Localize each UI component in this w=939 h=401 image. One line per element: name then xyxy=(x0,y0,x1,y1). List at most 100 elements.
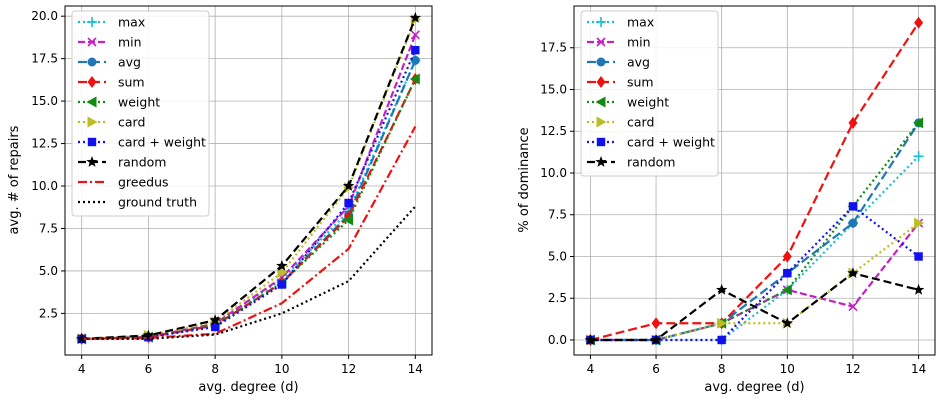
legend-entry-weight: weight xyxy=(78,95,160,110)
legend-label: max xyxy=(118,15,145,30)
data-point-card xyxy=(717,317,728,329)
series-line-ground-truth xyxy=(81,205,417,340)
legend-entry-random: random xyxy=(78,155,166,170)
legend-marker xyxy=(86,96,97,108)
legend-label: card + weight xyxy=(118,135,206,150)
legend-entry-ground-truth: ground truth xyxy=(78,195,197,210)
legend-marker xyxy=(87,17,97,27)
legend-marker xyxy=(87,37,97,47)
legend-entry-random: random xyxy=(587,155,675,170)
y-tick-label: 10.0 xyxy=(31,179,58,193)
data-point-card-weight xyxy=(717,335,726,345)
data-point-card-weight xyxy=(277,280,287,289)
legend-label: ground truth xyxy=(118,195,197,210)
legend-marker xyxy=(595,96,606,108)
legend-entry-max: max xyxy=(78,15,145,30)
data-point-random xyxy=(912,283,925,295)
legend-marker xyxy=(87,76,97,88)
legend-label: card xyxy=(118,115,145,130)
data-point-random xyxy=(142,329,155,341)
x-tick-label: 14 xyxy=(911,362,926,376)
series-random xyxy=(584,267,925,345)
legend-entry-sum: sum xyxy=(78,75,145,90)
data-point-sum xyxy=(782,250,792,263)
legend-label: card xyxy=(627,115,654,130)
data-point-card-weight xyxy=(411,45,420,55)
legend-label: min xyxy=(118,35,142,50)
legend-label: card + weight xyxy=(627,135,715,150)
chart-repairs: 4 6 8 10 12 14 2.5 5.0 7.5 10.0 12.5 15.0 17.5 20.0 av… xyxy=(7,5,433,395)
legend-marker xyxy=(87,57,97,67)
legend-entry-avg: avg xyxy=(78,55,141,70)
legend-marker xyxy=(87,116,98,128)
data-point-avg xyxy=(410,55,420,65)
legend-marker xyxy=(596,57,606,67)
legend-label: random xyxy=(118,155,166,170)
data-point-card-weight xyxy=(914,252,923,261)
series-card xyxy=(585,217,925,346)
legend-label: avg xyxy=(627,55,650,70)
ticks: 4 6 8 10 12 14 0.0 2.5 5.0 7.5 10.0 12.5 15.0 17.5 xyxy=(540,41,926,376)
data-point-max xyxy=(913,151,924,162)
y-tick-label: 2.5 xyxy=(39,306,58,320)
data-point-random xyxy=(209,314,221,326)
series-group xyxy=(584,16,925,346)
legend-entry-card-weight: card + weight xyxy=(587,135,715,150)
legend-entry-greedus: greedus xyxy=(78,175,169,190)
legend-marker xyxy=(87,137,97,147)
data-point-card xyxy=(914,217,925,229)
legend-entry-sum: sum xyxy=(587,75,654,90)
ticks: 4 6 8 10 12 14 2.5 5.0 7.5 10.0 12.5 15.0 17.5 20.0 xyxy=(31,9,423,376)
series-min xyxy=(585,218,924,345)
x-tick-label: 8 xyxy=(211,362,219,376)
legend-label: avg xyxy=(118,55,141,70)
data-point-random xyxy=(409,11,422,23)
legend-label: greedus xyxy=(118,175,169,190)
legend-entry-max: max xyxy=(587,15,654,30)
x-tick-label: 12 xyxy=(845,362,860,376)
legend-entry-min: min xyxy=(78,35,142,50)
legend-frame xyxy=(71,10,210,217)
data-point-min xyxy=(410,30,420,40)
y-tick-label: 10.0 xyxy=(540,166,567,180)
data-point-random xyxy=(847,267,859,279)
data-point-random xyxy=(781,317,794,329)
axes-frame xyxy=(573,5,936,356)
x-tick-label: 6 xyxy=(145,362,153,376)
y-tick-label: 15.0 xyxy=(540,82,567,96)
y-tick-label: 17.5 xyxy=(31,52,58,66)
x-tick-label: 4 xyxy=(78,362,86,376)
legend-entry-card: card xyxy=(78,115,145,130)
legend: max min avg sum weight card card + weight rando… xyxy=(71,10,210,217)
legend-marker xyxy=(595,156,607,167)
data-point-weight xyxy=(409,73,420,85)
data-point-weight xyxy=(343,214,354,226)
series-line-random xyxy=(81,17,417,340)
x-tick-label: 8 xyxy=(718,362,726,376)
y-tick-label: 17.5 xyxy=(540,41,567,55)
data-point-random xyxy=(650,333,662,345)
x-tick-label: 10 xyxy=(780,362,795,376)
legend-label: max xyxy=(627,15,654,30)
data-point-random xyxy=(584,333,597,345)
series-line-card-weight xyxy=(590,204,920,342)
x-tick-label: 6 xyxy=(652,362,660,376)
legend-frame xyxy=(580,10,719,177)
legend: max min avg sum weight card card + weight rando… xyxy=(580,10,719,177)
legend-entry-min: min xyxy=(587,35,651,50)
series-line-sum xyxy=(590,22,920,342)
data-point-random xyxy=(276,259,288,271)
x-axis-label: avg. degree (d) xyxy=(198,380,298,395)
legend-label: sum xyxy=(118,75,145,90)
chart-dominance: 4 6 8 10 12 14 0.0 2.5 5.0 7.5 10.0 12.5 15.0 17.5 avg… xyxy=(517,5,936,395)
y-tick-label: 12.5 xyxy=(540,124,567,138)
y-tick-label: 7.5 xyxy=(39,221,58,235)
legend-entry-weight: weight xyxy=(587,95,669,110)
y-tick-label: 5.0 xyxy=(548,249,567,263)
legend-label: weight xyxy=(118,95,160,110)
y-tick-label: 7.5 xyxy=(548,208,567,222)
legend-label: weight xyxy=(627,95,669,110)
y-tick-label: 15.0 xyxy=(31,94,58,108)
data-point-card-weight xyxy=(783,268,792,278)
